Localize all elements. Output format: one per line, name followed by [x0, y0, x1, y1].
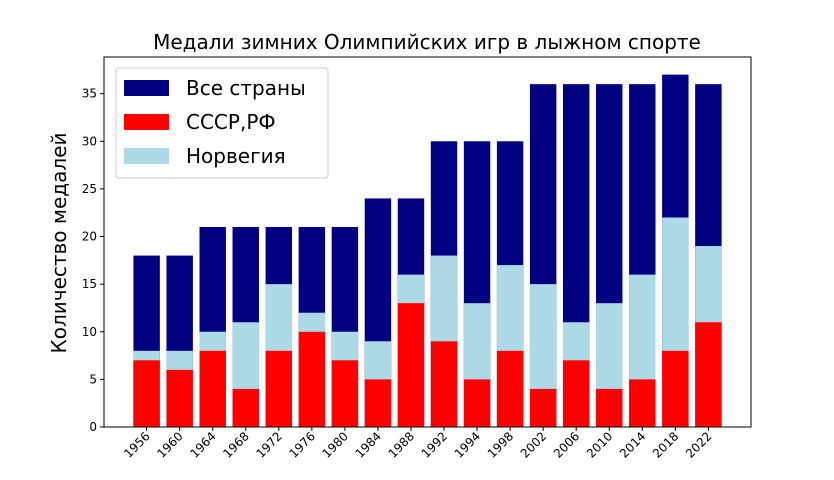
- bar: [596, 388, 623, 427]
- bar: [496, 350, 524, 427]
- legend-label: Все страны: [186, 76, 306, 100]
- y-tick-label: 10: [82, 325, 97, 339]
- y-tick-label: 20: [82, 230, 97, 244]
- y-axis-label: Количество медалей: [47, 133, 71, 354]
- legend-label: СССР,РФ: [186, 110, 276, 134]
- bar: [463, 379, 491, 427]
- y-tick-label: 5: [89, 372, 97, 386]
- y-tick-label: 30: [82, 134, 97, 148]
- legend-swatch: [124, 80, 169, 96]
- bar: [662, 350, 689, 427]
- bar: [166, 369, 193, 427]
- y-tick-label: 35: [82, 87, 97, 101]
- bar: [265, 350, 293, 427]
- bar: [695, 322, 722, 427]
- bar: [133, 360, 160, 427]
- y-tick-label: 15: [82, 277, 97, 291]
- chart-title: Медали зимних Олимпийских игр в лыжном с…: [153, 30, 701, 54]
- legend-swatch: [124, 148, 169, 164]
- bar: [629, 379, 656, 427]
- legend-label: Норвегия: [186, 144, 286, 168]
- bar: [232, 388, 259, 427]
- bar: [529, 388, 557, 427]
- bar: [298, 331, 326, 427]
- bar: [562, 360, 590, 427]
- bar: [397, 303, 425, 427]
- y-tick-label: 0: [89, 420, 97, 434]
- bar: [364, 379, 392, 427]
- bar: [331, 360, 359, 427]
- y-tick-label: 25: [82, 182, 97, 196]
- bar: [199, 350, 226, 427]
- plot-frame: [103, 56, 752, 428]
- bar: [430, 341, 458, 427]
- legend-swatch: [124, 114, 169, 130]
